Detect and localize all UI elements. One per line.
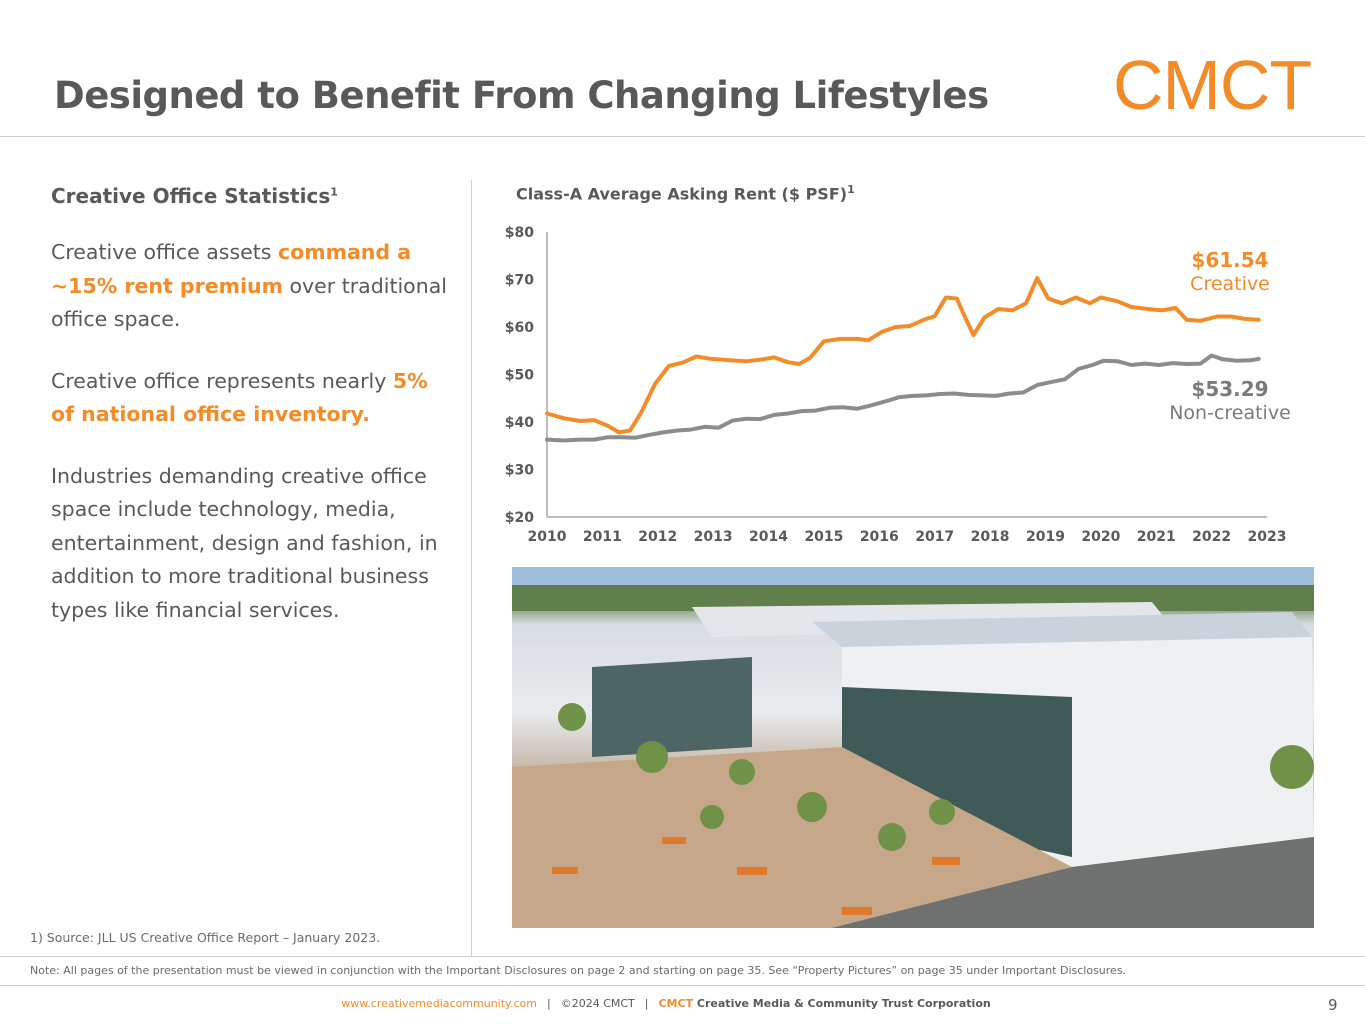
- noncreative-value-label: $53.29: [1191, 377, 1268, 401]
- chart-title-footnote-marker: 1: [847, 183, 855, 196]
- x-tick-label: 2016: [860, 529, 899, 545]
- x-tick-label: 2013: [694, 529, 733, 545]
- y-tick-label: $70: [505, 273, 534, 289]
- inventory-paragraph: Creative office represents nearly 5% of …: [51, 365, 451, 432]
- p1-text-post: over traditional office space.: [51, 273, 447, 332]
- x-tick-label: 2014: [749, 529, 788, 545]
- noncreative-name-label: Non-creative: [1169, 402, 1291, 424]
- chart-title-text: Class-A Average Asking Rent ($ PSF): [516, 184, 848, 204]
- footer-corporation: Creative Media & Community Trust Corpora…: [693, 997, 991, 1010]
- footer-separator: |: [546, 997, 551, 1010]
- orange-benches: [552, 837, 960, 915]
- creative-series-line: [545, 276, 1261, 435]
- page-title: Designed to Benefit From Changing Lifest…: [54, 74, 989, 117]
- rent-premium-paragraph: Creative office assets command a ~15% re…: [51, 236, 451, 337]
- noncreative-series-line: [545, 353, 1261, 443]
- header-divider: [0, 136, 1365, 137]
- parking-lot: [832, 837, 1314, 928]
- page-number: 9: [1328, 996, 1338, 1014]
- footer-divider: [0, 985, 1365, 986]
- x-tick-label: 2015: [804, 529, 843, 545]
- x-tick-label: 2012: [638, 529, 677, 545]
- creative-office-statistics: Creative Office Statistics1 Creative off…: [51, 184, 451, 655]
- x-tick-label: 2020: [1081, 529, 1120, 545]
- industries-paragraph: Industries demanding creative office spa…: [51, 463, 438, 622]
- x-tick-label: 2017: [915, 529, 954, 545]
- building-courtyard-photo: [512, 567, 1314, 928]
- y-tick-label: $50: [505, 368, 534, 384]
- sky: [512, 567, 1314, 589]
- x-tick-label: 2019: [1026, 529, 1065, 545]
- column-divider: [471, 180, 472, 956]
- statistics-heading-text: Creative Office Statistics: [51, 184, 331, 208]
- x-tick-label: 2018: [971, 529, 1010, 545]
- p2-highlight: 5% of national office inventory.: [51, 368, 428, 427]
- y-tick-label: $80: [505, 225, 534, 241]
- y-tick-label: $60: [505, 320, 534, 336]
- copyright: ©2024 CMCT: [560, 997, 635, 1010]
- disclosure-note: Note: All pages of the presentation must…: [30, 964, 1127, 977]
- chart-title: Class-A Average Asking Rent ($ PSF)1: [516, 183, 855, 203]
- source-footnote: 1) Source: JLL US Creative Office Report…: [30, 930, 381, 945]
- y-tick-label: $20: [505, 510, 534, 526]
- creative-name-label: Creative: [1190, 273, 1270, 295]
- x-tick-label: 2010: [528, 529, 567, 545]
- left-glass-wing: [592, 657, 752, 757]
- p2-text-pre: Creative office represents nearly: [51, 368, 393, 393]
- footer-brand: CMCT: [658, 997, 694, 1010]
- building-photo-illustration: [512, 567, 1314, 928]
- y-tick-label: $30: [505, 463, 534, 479]
- p1-highlight: command a ~15% rent premium: [51, 240, 412, 298]
- creative-value-label: $61.54: [1191, 248, 1268, 272]
- x-tick-label: 2011: [583, 529, 622, 545]
- x-tick-label: 2021: [1137, 529, 1176, 545]
- solar-canopy: [812, 612, 1312, 647]
- p1-text-pre: Creative office assets: [51, 240, 278, 264]
- y-tick-label: $40: [505, 415, 534, 431]
- footnote-divider: [0, 956, 1365, 957]
- statistics-heading: Creative Office Statistics1: [51, 184, 451, 208]
- x-tick-label: 2023: [1248, 529, 1287, 545]
- footer: www.creativemediacommunity.com | ©2024 CMC…: [0, 997, 1332, 1010]
- footnote-marker: 1: [330, 185, 338, 199]
- website-link[interactable]: www.creativemediacommunity.com: [341, 997, 537, 1010]
- courtyard-trees: [558, 703, 1314, 851]
- cmct-logo: CMCT: [1113, 46, 1312, 124]
- asking-rent-line-chart: $20 $30 $40 $50 $60 $70 $80 2010 2011 2012 2013 201…: [505, 225, 1291, 545]
- courtyard-plaza: [512, 747, 1072, 928]
- footer-separator: |: [644, 997, 649, 1010]
- x-tick-label: 2022: [1192, 529, 1231, 545]
